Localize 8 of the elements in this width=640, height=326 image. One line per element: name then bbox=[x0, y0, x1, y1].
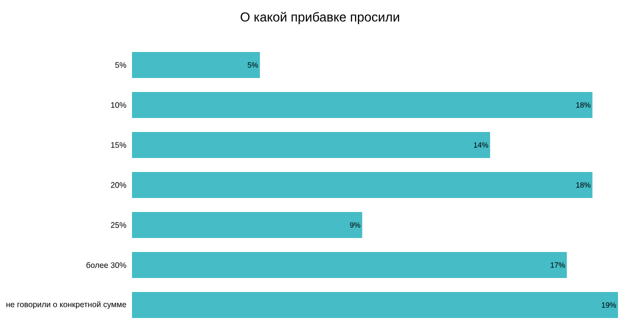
bar bbox=[132, 212, 362, 238]
bar bbox=[132, 252, 567, 278]
chart-title: О какой прибавке просили bbox=[240, 12, 400, 24]
bar bbox=[132, 92, 592, 118]
bar bbox=[132, 172, 592, 198]
bar bbox=[132, 292, 618, 318]
bar bbox=[132, 132, 490, 158]
bar bbox=[132, 52, 260, 78]
